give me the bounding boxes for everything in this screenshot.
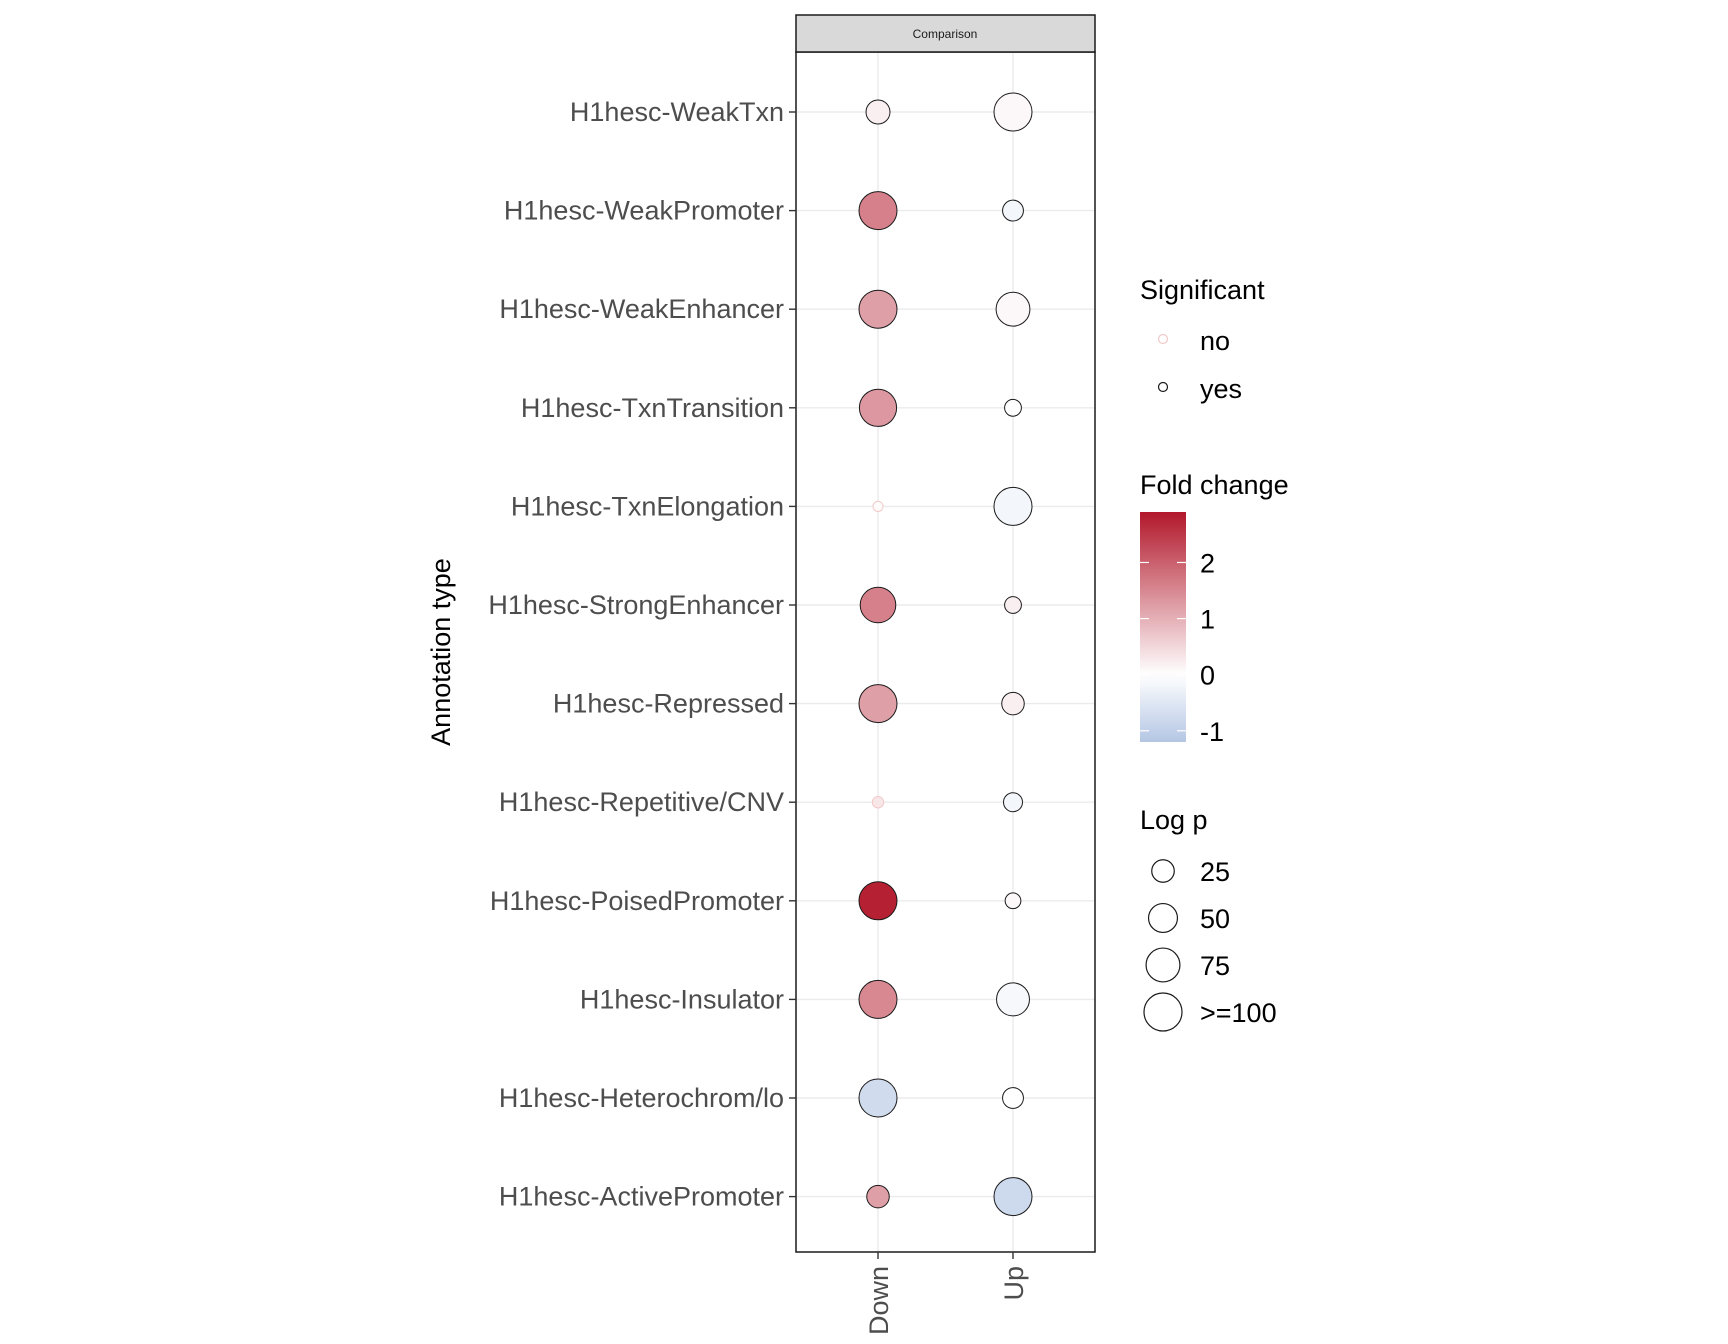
facet-strip [795,14,1096,53]
data-point [1003,792,1023,813]
data-point [993,486,1033,526]
legend-significant-key [1157,381,1169,393]
legend-colorbar [1140,512,1186,742]
data-point [1004,892,1022,910]
legend-logp-key [1151,859,1175,883]
data-point [995,291,1031,327]
y-axis: H1hesc-WeakTxn H1hesc-WeakPromoter H1hesc-… [488,97,796,1212]
legend-foldchange-title: Fold change [1140,470,1289,500]
data-point [865,99,891,125]
facet-strip-label: Comparison [913,27,978,41]
panel-gridlines [796,52,1095,1252]
y-axis-title: Annotation type [426,558,456,746]
data-points [858,92,1033,1217]
y-tick-label: H1hesc-Insulator [580,984,784,1014]
legend-logp-label: 75 [1200,951,1230,981]
data-point [1004,596,1022,614]
legend-logp-label: >=100 [1200,998,1277,1028]
y-tick-label: H1hesc-TxnTransition [521,393,784,423]
y-tick-label: H1hesc-Repetitive/CNV [499,787,784,817]
legend-logp-key [1147,902,1179,934]
data-point [858,289,898,329]
y-tick-label: H1hesc-PoisedPromoter [490,886,784,916]
data-point [858,191,898,231]
legend-significant-title: Significant [1140,275,1265,305]
data-point [858,684,898,724]
data-point [1002,199,1024,222]
y-tick-label: H1hesc-WeakPromoter [504,196,784,226]
x-tick-label: Down [864,1266,894,1335]
data-point [858,1078,898,1118]
legend-foldchange-label: -1 [1200,717,1224,747]
legend-significant-key [1157,333,1169,345]
y-tick-label: H1hesc-Heterochrom/lo [499,1083,784,1113]
legend-significant-label: no [1200,326,1230,356]
y-tick-label: H1hesc-ActivePromoter [499,1182,784,1212]
data-point [993,1177,1033,1217]
legend-foldchange-label: 1 [1200,605,1215,635]
legend-logp-label: 25 [1200,857,1230,887]
data-point [996,982,1030,1017]
data-point [872,500,884,512]
legend-logp-key [1143,992,1183,1032]
y-tick-label: H1hesc-Repressed [553,689,784,719]
x-axis: Down Up [864,1252,1029,1335]
data-point [1002,1087,1024,1109]
data-point [871,796,885,809]
legend-logp-title: Log p [1140,805,1208,835]
data-point [858,388,898,427]
data-point [858,979,898,1019]
data-point [866,1184,890,1209]
legend-significant-label: yes [1200,374,1242,404]
legend-foldchange-label: 0 [1200,661,1215,691]
data-point [1004,398,1022,417]
y-tick-label: H1hesc-WeakEnhancer [499,294,784,324]
data-point [1001,691,1025,716]
data-point [858,881,898,921]
data-point [993,92,1033,132]
legend-logp-key [1145,947,1181,983]
legend-logp-label: 50 [1200,904,1230,934]
legend-foldchange-label: 2 [1200,548,1215,578]
data-point [859,586,897,624]
panel-border [795,51,1096,1253]
y-tick-label: H1hesc-TxnElongation [511,491,784,521]
y-tick-label: H1hesc-WeakTxn [570,97,784,127]
x-tick-label: Up [999,1266,1029,1301]
y-tick-label: H1hesc-StrongEnhancer [488,590,784,620]
legend: Significant no yes Fold change 2 1 0 -1 Log p 25 5… [1140,275,1289,1032]
